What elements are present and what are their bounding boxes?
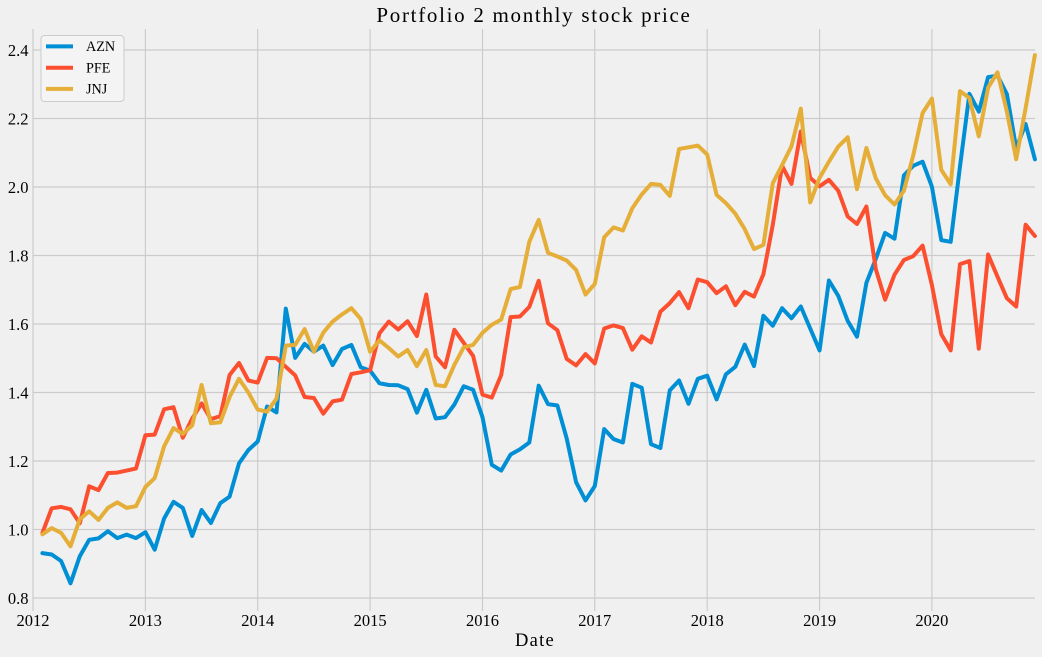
svg-text:2016: 2016 xyxy=(466,611,499,630)
svg-text:2013: 2013 xyxy=(129,611,162,630)
svg-text:2.0: 2.0 xyxy=(8,178,29,197)
svg-text:1.2: 1.2 xyxy=(8,452,29,471)
svg-text:2018: 2018 xyxy=(691,611,724,630)
svg-text:2017: 2017 xyxy=(578,611,611,630)
svg-text:2012: 2012 xyxy=(17,611,50,630)
svg-text:0.8: 0.8 xyxy=(8,589,29,608)
svg-text:2020: 2020 xyxy=(915,611,948,630)
svg-text:1.6: 1.6 xyxy=(8,315,29,334)
svg-text:JNJ: JNJ xyxy=(86,82,108,98)
svg-text:2015: 2015 xyxy=(354,611,387,630)
svg-text:PFE: PFE xyxy=(86,61,110,77)
svg-text:1.4: 1.4 xyxy=(8,383,29,402)
svg-text:Portfolio 2 monthly stock pric: Portfolio 2 monthly stock price xyxy=(376,3,691,27)
svg-text:AZN: AZN xyxy=(86,39,115,55)
svg-text:1.8: 1.8 xyxy=(8,246,29,265)
svg-text:2.2: 2.2 xyxy=(8,109,29,128)
svg-text:2.4: 2.4 xyxy=(8,41,29,60)
svg-text:2019: 2019 xyxy=(803,611,836,630)
svg-text:2014: 2014 xyxy=(241,611,274,630)
svg-text:1.0: 1.0 xyxy=(8,520,29,539)
svg-text:Date: Date xyxy=(515,631,555,651)
